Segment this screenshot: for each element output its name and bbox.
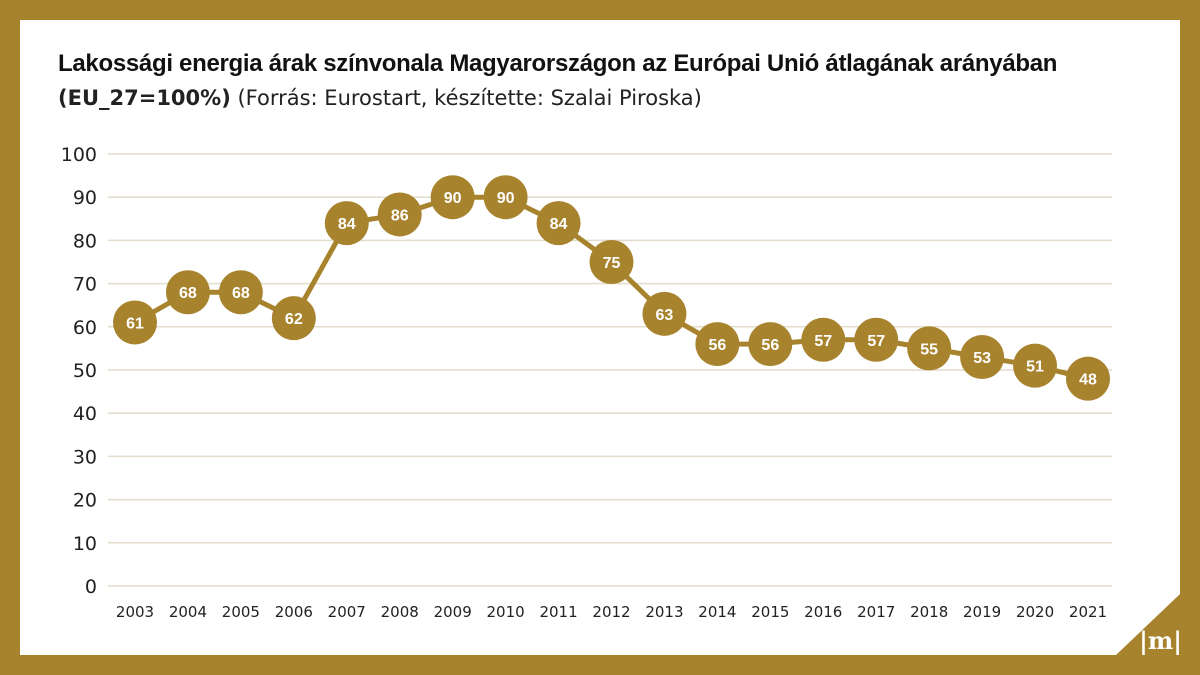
- y-tick-label: 90: [73, 187, 97, 209]
- data-point: [483, 175, 528, 220]
- y-tick-label: 60: [73, 317, 97, 339]
- data-label: 90: [444, 190, 462, 207]
- data-label: 84: [550, 216, 568, 233]
- data-label: 51: [1026, 359, 1044, 376]
- data-point: [907, 326, 952, 371]
- chart-subtitle: (EU_27=100%) (Forrás: Eurostart, készíte…: [58, 86, 1158, 110]
- y-tick-label: 80: [73, 230, 97, 252]
- data-label: 57: [867, 333, 885, 350]
- y-tick-label: 50: [73, 360, 97, 382]
- data-point: [642, 291, 687, 336]
- data-label: 90: [497, 190, 515, 207]
- data-label: 56: [708, 337, 726, 354]
- data-label: 53: [973, 350, 991, 367]
- x-tick-label: 2010: [487, 603, 525, 621]
- data-label: 57: [814, 333, 832, 350]
- data-label: 63: [656, 307, 674, 324]
- x-tick-label: 2014: [698, 603, 736, 621]
- data-point: [430, 175, 475, 220]
- x-tick-label: 2018: [910, 603, 948, 621]
- y-tick-label: 40: [73, 403, 97, 425]
- data-label: 68: [179, 285, 197, 302]
- data-label: 48: [1079, 372, 1097, 389]
- x-tick-label: 2007: [328, 603, 366, 621]
- x-tick-label: 2004: [169, 603, 207, 621]
- data-point: [377, 192, 422, 237]
- data-point: [271, 296, 316, 341]
- data-label: 75: [603, 255, 621, 272]
- y-tick-label: 30: [73, 446, 97, 468]
- x-tick-label: 2019: [963, 603, 1001, 621]
- subtitle-source: (Forrás: Eurostart, készítette: Szalai P…: [230, 86, 702, 110]
- data-label: 61: [126, 315, 144, 332]
- y-tick-label: 10: [73, 533, 97, 555]
- data-point: [589, 240, 634, 284]
- x-tick-label: 2012: [592, 603, 630, 621]
- data-point: [695, 322, 740, 367]
- y-tick-label: 0: [85, 576, 97, 598]
- data-point: [960, 335, 1005, 380]
- x-tick-label: 2009: [434, 603, 472, 621]
- x-tick-label: 2021: [1069, 603, 1107, 621]
- data-label: 55: [920, 341, 938, 358]
- data-label: 84: [338, 216, 356, 233]
- data-point: [1013, 343, 1058, 388]
- data-label: 86: [391, 207, 409, 224]
- x-tick-label: 2003: [116, 603, 154, 621]
- chart-title: Lakossági energia árak színvonala Magyar…: [58, 50, 1058, 77]
- x-tick-label: 2006: [275, 603, 313, 621]
- x-tick-label: 2005: [222, 603, 260, 621]
- data-point: [801, 317, 846, 362]
- subtitle-scale-note: (EU_27=100%): [58, 86, 231, 110]
- x-tick-label: 2017: [857, 603, 895, 621]
- x-tick-label: 2011: [539, 603, 577, 621]
- data-point: [113, 300, 157, 345]
- x-tick-label: 2020: [1016, 603, 1054, 621]
- data-point: [1066, 356, 1110, 401]
- data-point: [324, 201, 369, 246]
- x-tick-label: 2008: [381, 603, 419, 621]
- data-label: 62: [285, 311, 303, 328]
- data-label: 56: [761, 337, 779, 354]
- corner-decoration: [1095, 575, 1200, 675]
- data-label: 68: [232, 285, 250, 302]
- x-tick-label: 2016: [804, 603, 842, 621]
- x-tick-label: 2015: [751, 603, 789, 621]
- data-point: [748, 322, 793, 367]
- data-point: [218, 270, 263, 315]
- data-point: [854, 317, 899, 362]
- x-tick-label: 2013: [645, 603, 683, 621]
- y-tick-label: 20: [73, 490, 97, 512]
- y-tick-label: 100: [61, 144, 97, 166]
- data-point: [165, 270, 210, 315]
- data-point: [536, 201, 581, 246]
- y-tick-label: 70: [73, 274, 97, 296]
- brand-logo: |m|: [1139, 626, 1182, 655]
